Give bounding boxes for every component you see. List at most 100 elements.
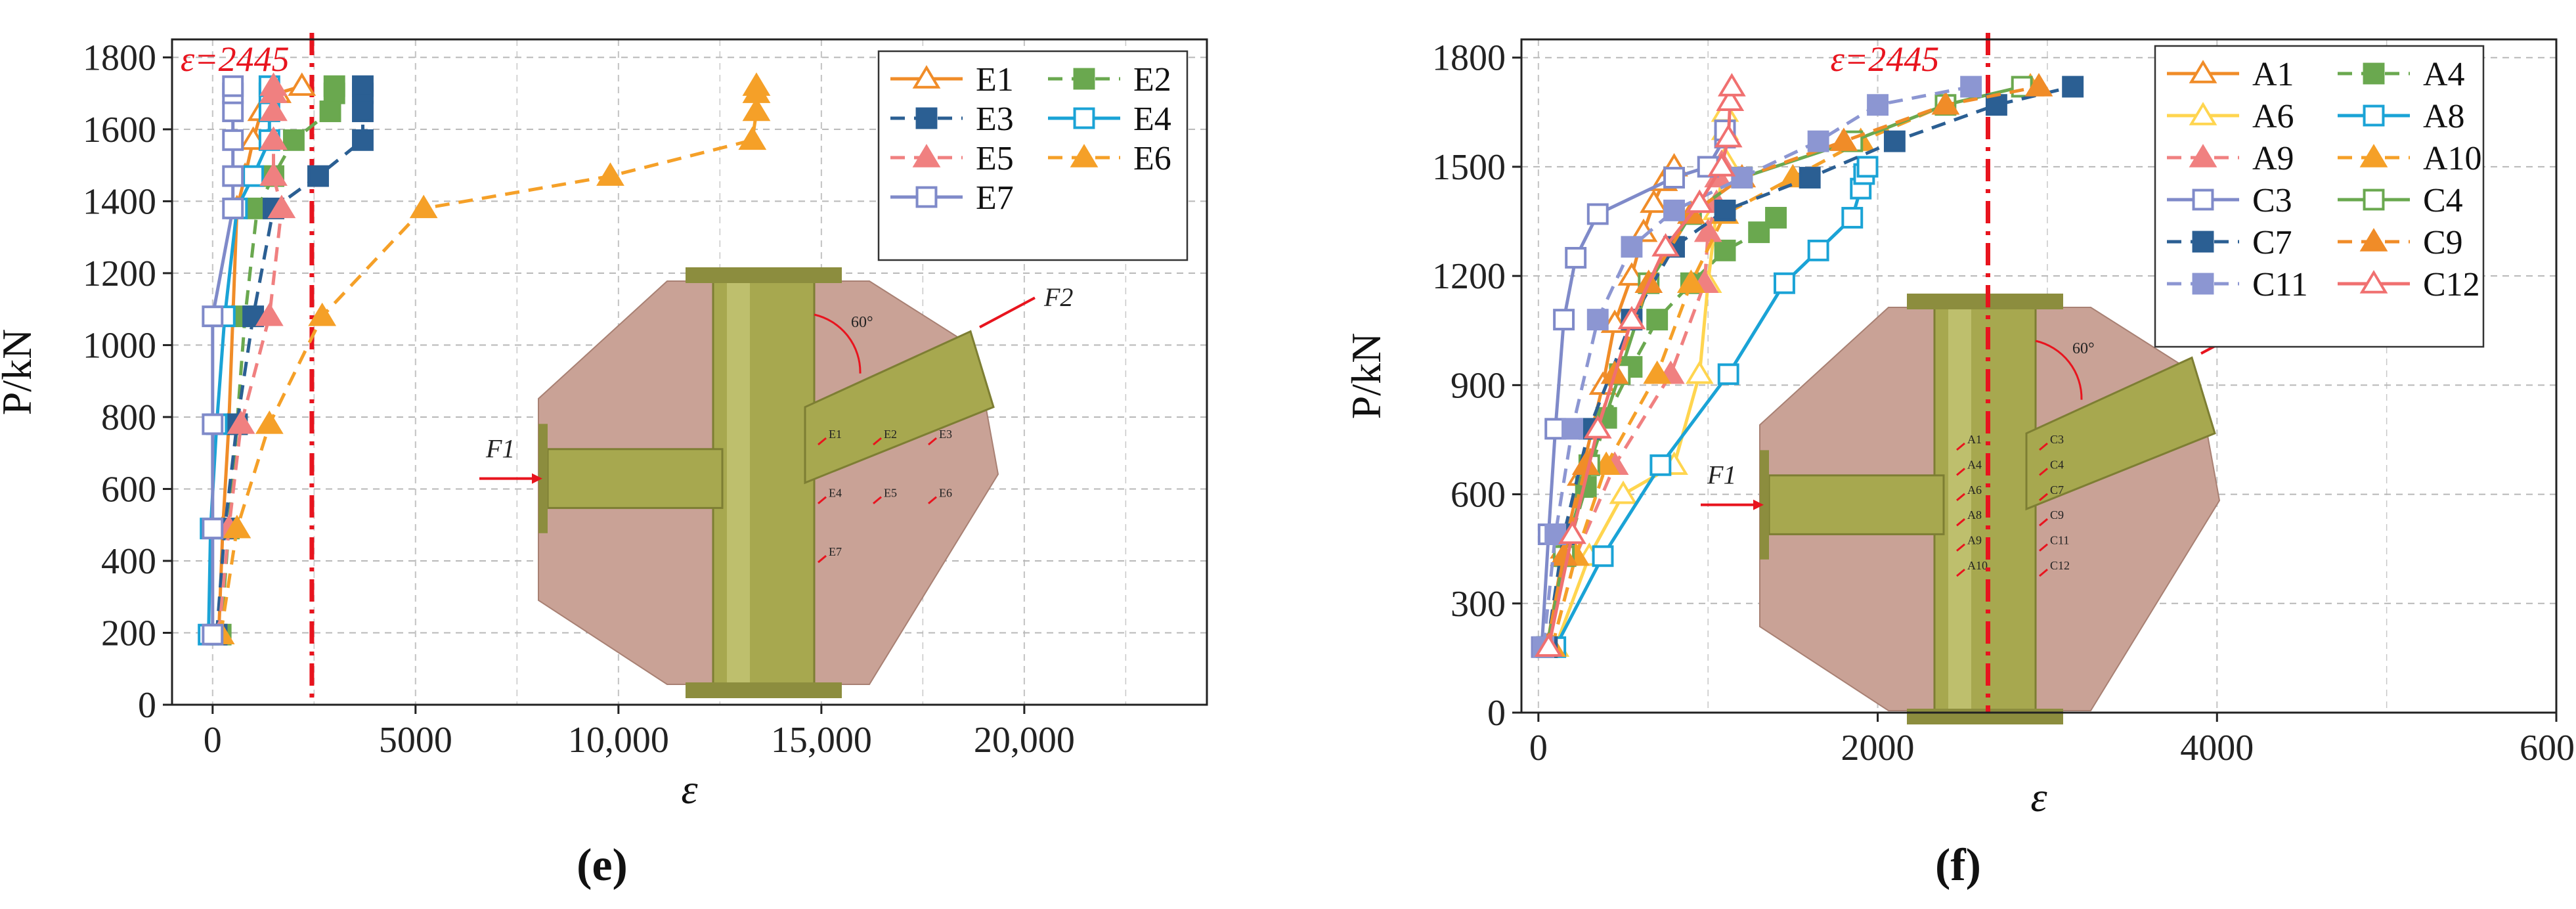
legend-marker-E1 xyxy=(912,65,941,89)
gauge-label-C4: C4 xyxy=(2050,458,2064,471)
left-brace-end-plate xyxy=(538,424,548,533)
data-point-C11 xyxy=(1621,236,1643,258)
chord-highlight xyxy=(1948,299,1971,719)
data-point-E4 xyxy=(242,165,265,187)
legend-label-E6: E6 xyxy=(1133,140,1171,177)
y-tick-label: 400 xyxy=(101,541,156,582)
data-point-E3 xyxy=(352,75,374,97)
gauge-mark-E3 xyxy=(928,437,937,446)
data-point-C11 xyxy=(1960,76,1982,98)
data-point-E3 xyxy=(352,100,374,122)
legend-marker-A6 xyxy=(2189,102,2217,125)
y-tick-label: 1200 xyxy=(1432,256,1506,297)
data-point-E7 xyxy=(222,165,244,187)
data-point-C7 xyxy=(1883,130,1906,152)
reference-line-label: ε=2445 xyxy=(1830,39,1939,79)
x-axis-label: ε xyxy=(681,766,698,812)
data-point-C12 xyxy=(1583,414,1612,439)
legend-marker-E2 xyxy=(1073,68,1095,90)
force-label-f1: F1 xyxy=(1707,460,1736,490)
y-tick-label: 600 xyxy=(1451,475,1506,516)
legend-label-A6: A6 xyxy=(2252,98,2294,135)
gauge-mark-A10 xyxy=(1956,568,1965,577)
legend-marker-C12 xyxy=(2359,270,2388,294)
data-point-E5 xyxy=(227,410,255,434)
x-tick-label: 5000 xyxy=(379,720,452,761)
series-line-A1 xyxy=(1545,166,1676,648)
x-axis-label: ε xyxy=(2030,774,2047,820)
data-point-C11 xyxy=(1731,167,1753,188)
x-tick-label: 2000 xyxy=(1841,728,1915,768)
data-point-C12 xyxy=(1558,520,1586,544)
y-tick-label: 900 xyxy=(1451,365,1506,406)
gauge-mark-C11 xyxy=(2039,543,2048,552)
y-tick-label: 800 xyxy=(101,397,156,438)
gauge-label-A9: A9 xyxy=(1967,534,1982,547)
data-point-C7 xyxy=(2062,76,2084,98)
data-point-E7 xyxy=(222,75,244,97)
plot-frame xyxy=(171,38,1208,706)
chord-end-plate-top xyxy=(1907,294,2063,309)
legend-marker-A8 xyxy=(2363,104,2385,127)
gauge-mark-E1 xyxy=(818,437,827,446)
legend-marker-A9 xyxy=(2189,144,2217,167)
data-point-E7 xyxy=(202,305,224,328)
gauge-label-A6: A6 xyxy=(1967,483,1982,497)
data-point-A8 xyxy=(1774,272,1795,294)
gauge-label-A1: A1 xyxy=(1967,433,1982,446)
legend-label-E4: E4 xyxy=(1133,100,1171,138)
gauge-label-C9: C9 xyxy=(2050,508,2064,521)
data-point-E5 xyxy=(259,97,288,122)
legend-marker-E4 xyxy=(1073,107,1095,129)
data-point-C12 xyxy=(1707,153,1736,177)
gauge-mark-E4 xyxy=(818,496,827,504)
gauge-mark-E2 xyxy=(873,437,882,446)
gauge-mark-C3 xyxy=(2039,442,2048,451)
data-point-C11 xyxy=(1807,130,1829,152)
gauge-label-E2: E2 xyxy=(884,428,897,441)
legend-marker-E7 xyxy=(915,186,938,208)
data-point-E3 xyxy=(242,305,265,328)
gauge-label-E5: E5 xyxy=(884,487,897,500)
data-point-A8 xyxy=(1841,207,1864,229)
force-label-f2: F2 xyxy=(1043,282,1073,312)
y-tick-label: 1800 xyxy=(83,37,156,78)
legend-label-A9: A9 xyxy=(2252,140,2294,177)
gauge-label-E6: E6 xyxy=(939,487,952,500)
data-point-E7 xyxy=(222,129,244,151)
x-tick-label: 10,000 xyxy=(568,720,669,761)
chord-end-plate-bottom xyxy=(1907,709,2063,724)
data-point-E2 xyxy=(319,100,341,122)
legend-label-C4: C4 xyxy=(2423,182,2463,219)
data-point-C7 xyxy=(1799,167,1821,188)
data-point-C9 xyxy=(2024,73,2053,97)
data-point-E6 xyxy=(738,126,767,150)
y-axis-label: P/kN xyxy=(1343,333,1389,420)
data-point-A6 xyxy=(1685,360,1714,384)
data-point-E5 xyxy=(259,126,288,150)
angle-label: 60° xyxy=(851,314,873,331)
legend-marker-E6 xyxy=(1070,144,1099,167)
data-point-C9 xyxy=(1550,542,1578,566)
gauge-label-C7: C7 xyxy=(2050,483,2064,497)
force-arrowhead-f1 xyxy=(532,473,542,484)
legend-marker-A4 xyxy=(2363,62,2385,85)
data-point-E2 xyxy=(282,129,305,151)
y-tick-label: 600 xyxy=(101,469,156,510)
series-line-C11 xyxy=(1542,85,1972,648)
data-point-A8 xyxy=(1856,156,1879,178)
legend-label-C12: C12 xyxy=(2423,266,2480,303)
x-tick-label: 15,000 xyxy=(771,720,872,761)
legend-label-A1: A1 xyxy=(2252,56,2294,93)
gauge-label-C12: C12 xyxy=(2050,559,2070,572)
legend-label-E3: E3 xyxy=(976,100,1014,138)
gauge-mark-E6 xyxy=(928,496,937,504)
gauge-mark-C12 xyxy=(2039,568,2048,577)
force-label-f1: F1 xyxy=(485,434,515,464)
gauge-label-A4: A4 xyxy=(1967,458,1982,471)
series-line-C3 xyxy=(1540,130,1727,648)
data-point-E7 xyxy=(202,623,224,646)
y-tick-label: 1600 xyxy=(83,110,156,150)
